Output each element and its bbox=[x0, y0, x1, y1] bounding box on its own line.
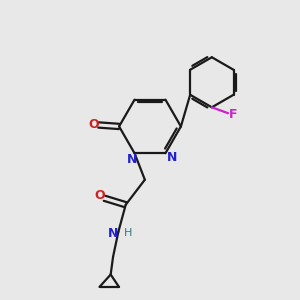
Text: N: N bbox=[108, 227, 118, 240]
Text: N: N bbox=[127, 153, 138, 166]
Text: H: H bbox=[124, 228, 132, 238]
Text: F: F bbox=[229, 108, 238, 121]
Text: O: O bbox=[94, 189, 105, 203]
Text: O: O bbox=[89, 118, 99, 131]
Text: N: N bbox=[167, 151, 177, 164]
